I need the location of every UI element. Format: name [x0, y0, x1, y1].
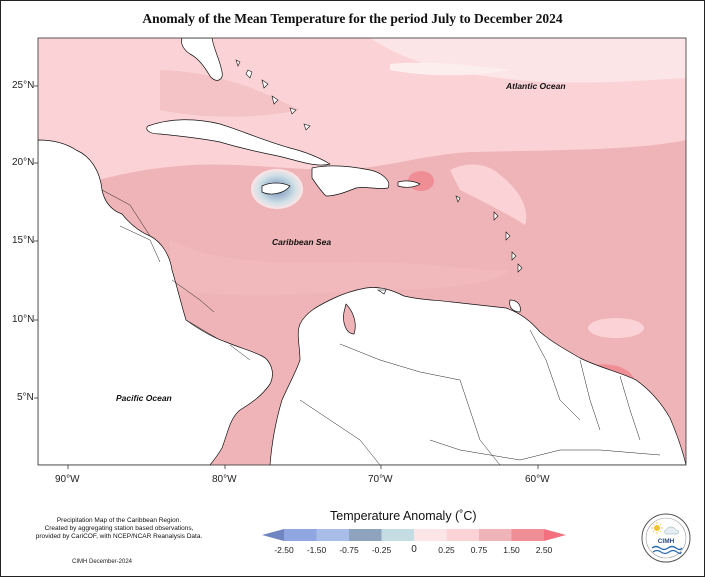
border-venezuela-brazil	[459, 379, 501, 465]
land-puerto-rico	[397, 180, 421, 188]
land-martinique	[505, 231, 511, 241]
map-border	[37, 37, 687, 466]
border-guyana	[529, 329, 581, 421]
legend-title: Temperature Anomaly (˚C)	[330, 509, 477, 523]
land-bahamas-5	[289, 107, 297, 115]
land-bahamas-1	[235, 59, 241, 67]
lat-label-25: 25°N	[12, 80, 35, 91]
colorbar-segment	[349, 529, 382, 541]
colorbar-segment	[446, 529, 480, 541]
legend-colorbar	[262, 529, 566, 541]
credit-line-1: Precipitation Map of the Caribbean Regio…	[56, 517, 182, 524]
colorbar-segment	[262, 529, 284, 541]
colorbar-segment	[284, 529, 317, 541]
legend-tick-label: 1.50	[503, 545, 520, 555]
label-atlantic-ocean: Atlantic Ocean	[506, 81, 566, 91]
land-antigua	[455, 195, 461, 203]
land-jamaica	[261, 182, 291, 195]
colorbar-segment	[381, 529, 415, 541]
land-hispaniola	[311, 165, 390, 197]
lat-label-5: 5°N	[17, 392, 34, 403]
credit-date: CIMH December-2024	[72, 559, 133, 565]
legend-tick-label: -2.50	[274, 545, 294, 555]
lon-label-70: 70°W	[368, 474, 393, 485]
wave-icon	[651, 545, 683, 555]
lake-maracaibo	[343, 303, 356, 335]
field-verylight-ne	[370, 38, 686, 83]
field-gulf-inner	[160, 70, 300, 117]
field-east-patch	[588, 318, 644, 338]
border-colombia-south	[299, 399, 381, 465]
credit-line-2: Created by aggregating station based obs…	[44, 525, 194, 532]
label-pacific-ocean: Pacific Ocean	[116, 393, 172, 403]
cimh-logo: CIMH	[641, 513, 691, 563]
map-title: Anomaly of the Mean Temperature for the …	[142, 11, 563, 26]
colorbar-segment	[511, 529, 545, 541]
land-south-america	[269, 287, 686, 465]
credit-line-3: provided by CariCOF, with NCEP/NCAR Rean…	[35, 533, 203, 540]
land-trinidad	[509, 299, 521, 313]
colorbar-segment	[414, 529, 447, 541]
lat-label-20: 20°N	[12, 157, 35, 168]
legend-tick-label: -1.50	[306, 545, 327, 555]
label-caribbean-sea: Caribbean Sea	[272, 237, 332, 247]
land-bahamas-2	[245, 69, 253, 79]
logo-text: CIMH	[658, 538, 675, 545]
legend-tick-label: 2.50	[535, 545, 553, 555]
border-4	[185, 319, 221, 341]
land-barbados	[517, 263, 523, 273]
border-brazil-north	[429, 439, 661, 461]
border-1	[101, 189, 151, 237]
field-lesser-antilles	[450, 164, 527, 225]
legend-tick-label: -0.25	[371, 545, 392, 555]
lat-label-15: 15°N	[12, 235, 35, 246]
lon-label-60: 60°W	[525, 474, 550, 485]
field-central	[170, 240, 510, 295]
border-5	[229, 344, 251, 361]
lon-label-80: 80°W	[212, 474, 237, 485]
legend-tick-label: 0.75	[470, 545, 488, 555]
legend-tick-label: 0.25	[438, 545, 455, 555]
land-st-lucia	[511, 251, 517, 261]
field-white-patch	[390, 62, 510, 76]
land-abc-islands	[377, 289, 387, 295]
legend-tick-label: 0	[411, 544, 417, 555]
border-french-guiana	[619, 375, 641, 441]
land-guadeloupe	[493, 211, 499, 221]
cloud-icon	[664, 526, 680, 535]
border-2	[119, 225, 161, 263]
land-cuba	[146, 119, 331, 166]
lat-label-10: 10°N	[12, 314, 35, 325]
legend-tick-label: -0.75	[339, 545, 359, 555]
colorbar-segment	[479, 529, 512, 541]
land-bahamas-4	[271, 95, 279, 105]
sun-icon	[651, 522, 663, 534]
land-florida	[181, 38, 223, 81]
land-bahamas-3	[261, 79, 269, 89]
colorbar-segment	[316, 529, 350, 541]
border-3	[171, 279, 215, 313]
credit-text: Precipitation Map of the Caribbean Regio…	[14, 517, 224, 541]
border-venezuela-colombia	[339, 343, 461, 381]
lon-label-90: 90°W	[55, 474, 80, 485]
land-turks-caicos	[303, 123, 311, 131]
border-suriname	[579, 359, 601, 431]
colorbar-segment	[544, 529, 566, 541]
